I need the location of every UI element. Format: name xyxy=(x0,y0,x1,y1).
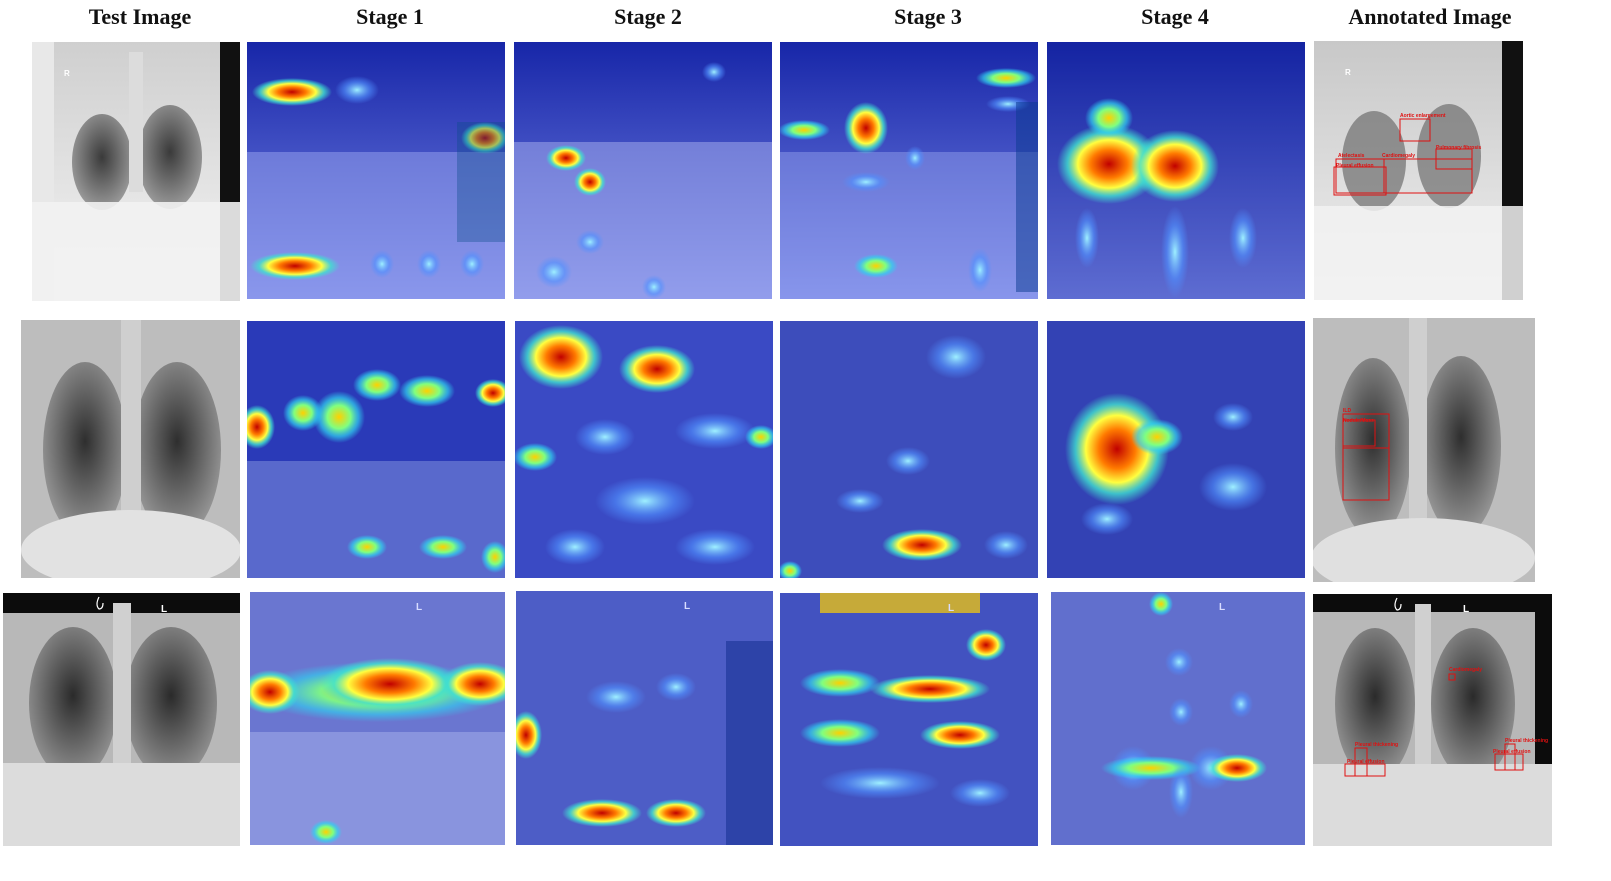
row1-annotation-label: Cardiomegaly xyxy=(1382,153,1415,159)
column-header-annotated-image: Annotated Image xyxy=(1348,4,1512,29)
column-header-test-image: Test Image xyxy=(88,4,192,29)
row2-annotation-label: Nodule/Mass xyxy=(1343,418,1374,424)
row1-stage3-heatmap xyxy=(780,42,1038,299)
row3-annotation-label: Pleural effusion xyxy=(1493,749,1531,755)
row1-stage2-heatmap xyxy=(514,42,772,299)
row1-annotation-box-1 xyxy=(1399,118,1431,142)
row2-annotation-box-2 xyxy=(1342,419,1376,447)
row3-side-marker: L xyxy=(161,604,167,615)
column-header-stage-1: Stage 1 xyxy=(356,4,424,29)
row3-annotation-label: Pleural thickening xyxy=(1355,742,1398,748)
row1-annotation-label: Pleural effusion xyxy=(1336,163,1374,169)
svg-text:L: L xyxy=(684,601,690,612)
row2-test-image xyxy=(21,320,240,578)
svg-text:L: L xyxy=(416,602,422,613)
row1-annotation-label: Atelectasis xyxy=(1338,153,1365,159)
row3-stage4-heatmap: L xyxy=(1051,592,1305,845)
row1-annotated-image: R Aortic enlargement Atelectasis Pleural… xyxy=(1314,41,1523,300)
column-header-stage-4: Stage 4 xyxy=(1141,4,1209,29)
row1-test-image: R xyxy=(32,42,240,301)
row2-stage3-heatmap xyxy=(780,321,1038,578)
column-header-stage-3: Stage 3 xyxy=(894,4,962,29)
row2-annotation-label: ILD xyxy=(1343,408,1351,414)
row1-annotation-label: Pulmonary fibrosis xyxy=(1436,145,1482,151)
row3-test-image: L xyxy=(3,593,240,846)
row3-annotation-box-1 xyxy=(1448,673,1456,681)
row3-stage1-heatmap: L xyxy=(250,592,505,845)
row1-side-marker: R xyxy=(64,69,70,78)
row3-annotation-box-5 xyxy=(1494,753,1524,771)
row1-stage4-heatmap xyxy=(1047,42,1305,299)
row1-annotation-box-5 xyxy=(1435,148,1473,170)
row3-stage3-heatmap: L xyxy=(780,593,1038,846)
svg-text:L: L xyxy=(1219,602,1225,613)
row2-annotation-box-3 xyxy=(1342,447,1390,501)
row3-annotation-box-3 xyxy=(1344,763,1386,777)
svg-text:L: L xyxy=(1463,604,1469,615)
row1-stage1-heatmap xyxy=(247,42,505,299)
row1-annotation-box-3 xyxy=(1333,166,1387,196)
row2-stage2-heatmap xyxy=(515,321,773,578)
row2-stage1-heatmap xyxy=(247,321,505,578)
row3-annotation-label: Cardiomegaly xyxy=(1449,667,1482,673)
row3-annotation-label: Pleural thickening xyxy=(1505,738,1548,744)
svg-text:R: R xyxy=(1345,68,1351,77)
row3-annotation-label: Pleural effusion xyxy=(1347,759,1385,765)
row3-stage2-heatmap: L xyxy=(516,591,773,845)
row2-stage4-heatmap xyxy=(1047,321,1305,578)
row1-annotation-label: Aortic enlargement xyxy=(1400,113,1446,119)
row2-annotated-image: ILD Nodule/Mass xyxy=(1313,318,1535,582)
column-header-stage-2: Stage 2 xyxy=(614,4,682,29)
svg-text:L: L xyxy=(948,603,954,614)
row1-annotation-box-4 xyxy=(1383,158,1473,194)
row3-annotated-image: L Cardiomegaly Pleural thickening Pleura… xyxy=(1313,594,1552,846)
